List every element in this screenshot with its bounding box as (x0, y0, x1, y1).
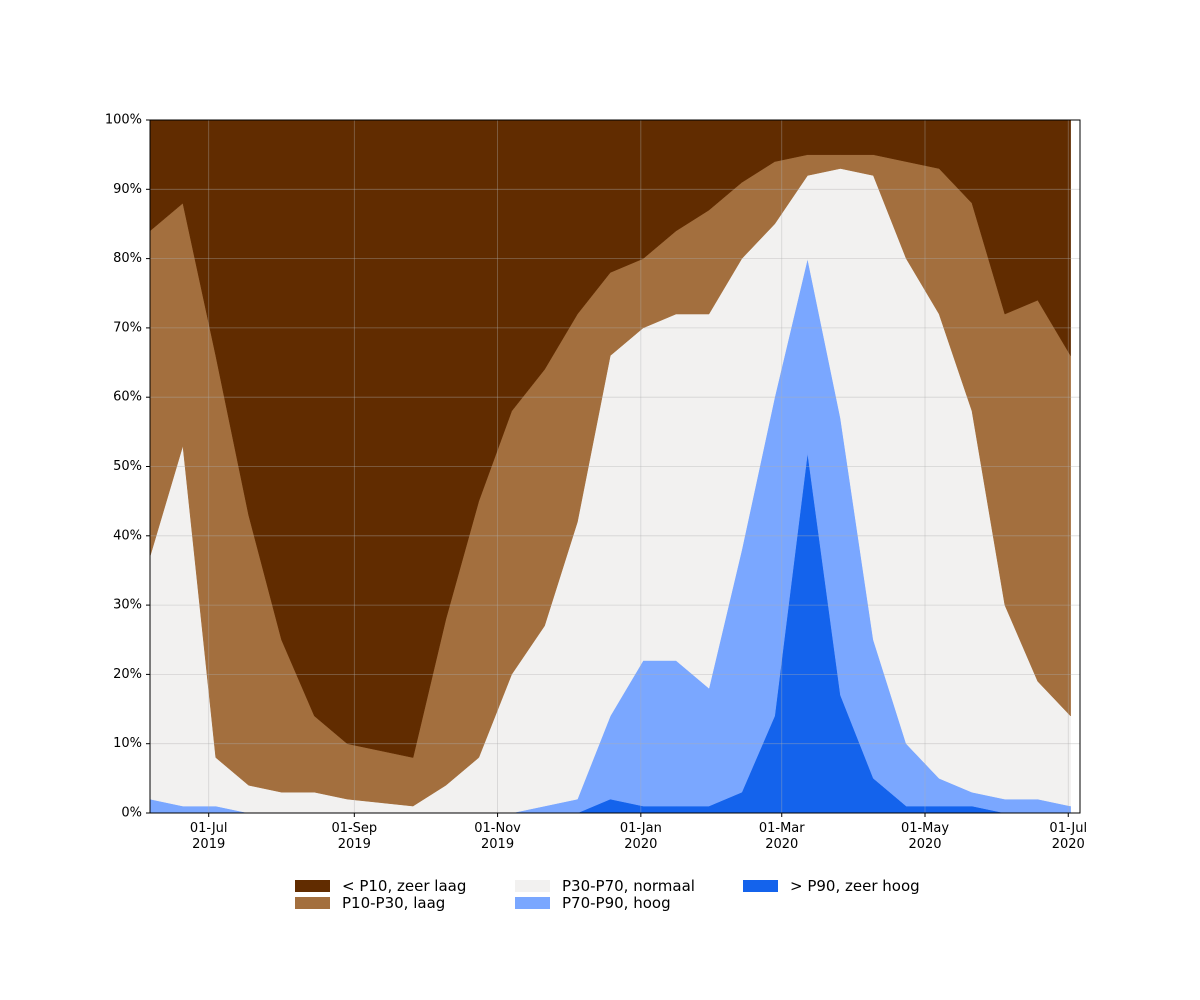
legend-item: P10-P30, laag (295, 895, 445, 911)
legend-swatch (515, 880, 550, 892)
y-tick-label: 90% (113, 182, 142, 197)
x-tick-label: 01-Sep 2019 (331, 821, 378, 852)
y-tick-label: 40% (113, 528, 142, 543)
legend-swatch (743, 880, 778, 892)
legend-swatch (295, 897, 330, 909)
legend-item: P30-P70, normaal (515, 878, 695, 894)
y-tick-label: 100% (105, 113, 142, 128)
plot-frame (149, 119, 1081, 814)
y-tick-label: 70% (113, 320, 142, 335)
x-tick-label: 01-Nov 2019 (474, 821, 521, 852)
legend-swatch (515, 897, 550, 909)
legend-label: P70-P90, hoog (562, 894, 671, 912)
legend-label: P30-P70, normaal (562, 877, 695, 895)
y-tick-label: 10% (113, 736, 142, 751)
y-tick-label: 30% (113, 598, 142, 613)
y-tick-label: 60% (113, 390, 142, 405)
y-tick-label: 50% (113, 459, 142, 474)
y-tick-label: 80% (113, 251, 142, 266)
legend: < P10, zeer laag P10-P30, laag P30-P70, no… (295, 878, 995, 918)
legend-item: < P10, zeer laag (295, 878, 466, 894)
y-tick-label: 0% (121, 806, 142, 821)
legend-item: > P90, zeer hoog (743, 878, 920, 894)
legend-label: < P10, zeer laag (342, 877, 467, 895)
x-tick-label: 01-Jul 2019 (189, 821, 228, 852)
legend-item: P70-P90, hoog (515, 895, 671, 911)
x-tick-label: 01-Jan 2020 (619, 821, 662, 852)
legend-label: P10-P30, laag (342, 894, 446, 912)
x-tick-label: 01-Jul 2020 (1049, 821, 1088, 852)
legend-label: > P90, zeer hoog (790, 877, 920, 895)
legend-swatch (295, 880, 330, 892)
x-tick-label: 01-Mar 2020 (758, 821, 805, 852)
y-tick-label: 20% (113, 667, 142, 682)
x-tick-label: 01-May 2020 (900, 821, 950, 852)
